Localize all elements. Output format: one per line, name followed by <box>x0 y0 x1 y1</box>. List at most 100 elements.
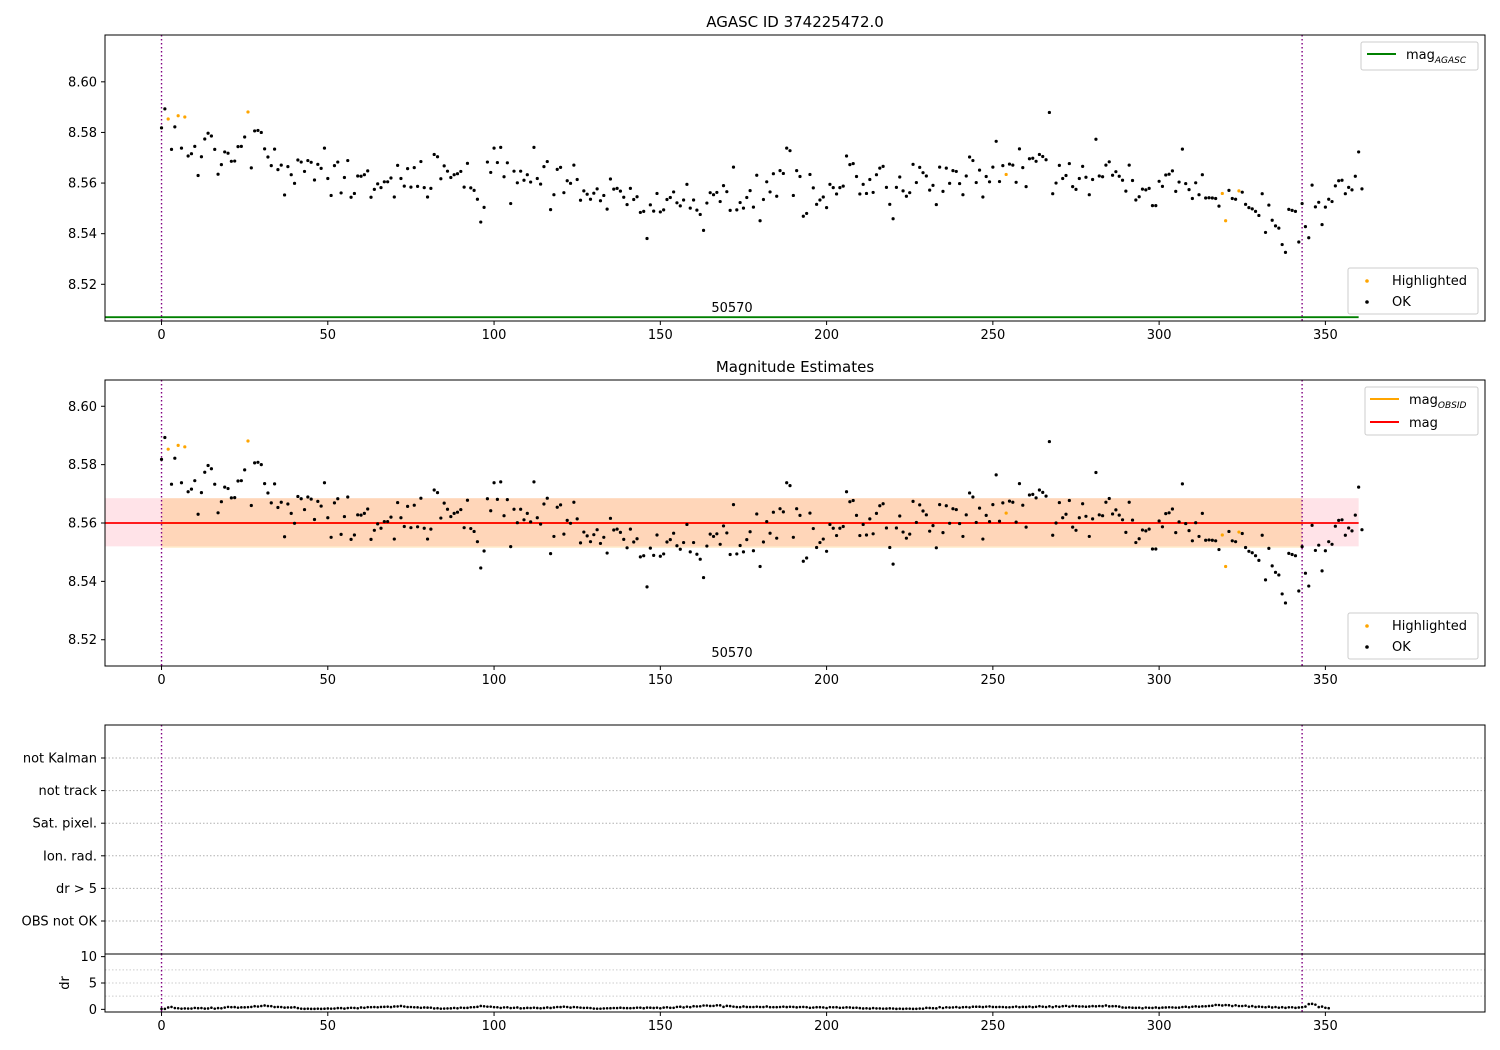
ok-point <box>362 511 366 515</box>
ok-point <box>499 480 503 484</box>
ok-point <box>213 147 217 151</box>
ok-point <box>452 173 456 177</box>
ok-point <box>884 185 889 189</box>
ok-point <box>698 557 702 561</box>
dr-point <box>1230 1004 1234 1008</box>
ok-point <box>1167 511 1171 515</box>
ok-point <box>1044 494 1048 498</box>
ok-point <box>1157 179 1161 183</box>
ok-point <box>665 197 669 202</box>
ok-point <box>868 517 872 521</box>
ok-point <box>718 199 722 204</box>
ok-point <box>645 585 649 589</box>
dr-point <box>1307 1002 1311 1006</box>
ok-point <box>1154 203 1158 208</box>
ok-point <box>236 145 240 149</box>
ok-point <box>1347 526 1351 530</box>
dr-point <box>246 1005 250 1009</box>
ok-point <box>834 533 839 538</box>
ok-point <box>499 145 503 149</box>
ok-point <box>1350 188 1354 192</box>
ok-point <box>1071 185 1075 189</box>
dr-point <box>482 1005 486 1008</box>
ok-point <box>386 180 390 184</box>
dr-point <box>502 1006 506 1009</box>
ok-point <box>854 174 859 179</box>
ok-point <box>1190 196 1194 201</box>
dr-point <box>293 1005 296 1009</box>
ok-point <box>1190 539 1194 543</box>
ok-point <box>771 510 775 514</box>
dr-point <box>948 1006 951 1009</box>
ok-point <box>884 526 889 530</box>
ok-point <box>1257 558 1261 562</box>
ok-point <box>509 201 513 206</box>
dr-point <box>585 1006 589 1010</box>
ok-point <box>459 169 463 174</box>
ok-point <box>1330 199 1334 204</box>
ok-point <box>838 526 842 530</box>
dr-point <box>552 1006 556 1009</box>
dr-point <box>1024 1005 1028 1009</box>
ok-point <box>509 545 513 549</box>
ok-point <box>1340 518 1344 522</box>
ok-point <box>1014 180 1018 184</box>
dr-point <box>1277 1006 1281 1009</box>
dr-point <box>190 1007 193 1010</box>
ok-point <box>342 175 347 180</box>
ok-point <box>489 170 493 175</box>
ok-point <box>918 503 922 507</box>
ok-point <box>1091 517 1095 521</box>
ok-point <box>339 191 343 195</box>
dr-point <box>336 1006 340 1010</box>
dr-point <box>383 1005 386 1009</box>
ok-point <box>535 176 539 181</box>
ok-point <box>409 185 413 189</box>
ok-point <box>196 173 200 178</box>
ok-point <box>1120 518 1125 522</box>
dr-point <box>422 1006 426 1009</box>
ok-point <box>263 147 267 151</box>
highlighted-point <box>246 439 250 443</box>
ok-point <box>512 507 516 511</box>
ok-point <box>721 183 726 188</box>
ok-point <box>1197 534 1201 539</box>
ok-point <box>336 497 340 501</box>
dr-point <box>619 1006 622 1010</box>
ok-point <box>967 491 972 495</box>
dr-point <box>269 1004 273 1008</box>
ok-point <box>785 146 789 150</box>
ok-point <box>1174 189 1178 194</box>
x-tick-label: 50 <box>320 1019 337 1034</box>
ok-point <box>1217 547 1221 552</box>
ok-point <box>1114 508 1118 512</box>
ok-point <box>209 467 214 471</box>
ok-point <box>665 540 669 544</box>
ok-point <box>1234 197 1238 201</box>
dr-point <box>283 1006 286 1009</box>
dr-point <box>166 1006 170 1009</box>
dr-point <box>376 1005 379 1009</box>
ok-point <box>648 203 652 207</box>
dr-point <box>1147 1006 1151 1010</box>
dr-point <box>768 1005 772 1009</box>
ok-point <box>958 521 962 526</box>
ok-point <box>302 507 307 512</box>
ok-point <box>282 535 287 539</box>
ok-point <box>272 147 277 151</box>
dr-point <box>1270 1006 1274 1009</box>
dr-point <box>303 1007 306 1011</box>
ok-point <box>1027 157 1032 161</box>
ok-point <box>206 463 210 468</box>
ok-point <box>326 516 330 520</box>
dr-point <box>356 1006 360 1010</box>
ok-point <box>1057 500 1061 505</box>
ok-point <box>1347 185 1351 189</box>
dr-point <box>486 1005 489 1008</box>
dr-point <box>712 1004 715 1008</box>
ok-point <box>791 535 795 539</box>
ok-point <box>339 532 343 536</box>
ok-point <box>1110 512 1115 516</box>
ok-point <box>469 186 473 190</box>
ok-point <box>921 171 925 175</box>
